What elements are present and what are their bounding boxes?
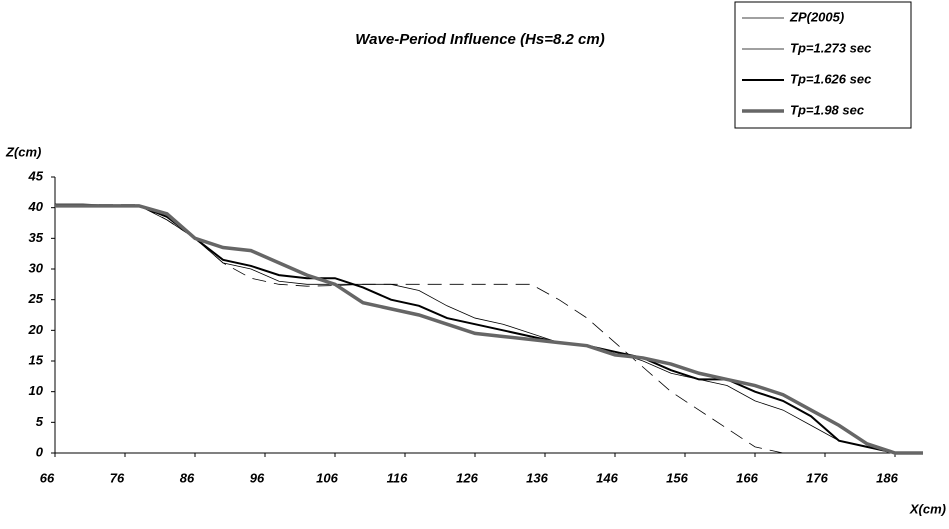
x-tick-label: 136 (526, 470, 548, 485)
y-tick-label: 5 (36, 414, 44, 429)
x-tick-label: 146 (596, 470, 618, 485)
x-tick-label: 156 (666, 470, 688, 485)
x-tick-label: 96 (250, 470, 265, 485)
legend-label: Tp=1.273 sec (790, 40, 872, 55)
x-tick-label: 106 (316, 470, 338, 485)
x-tick-label: 176 (806, 470, 828, 485)
y-tick-label: 20 (28, 322, 44, 337)
x-tick-label: 76 (110, 470, 125, 485)
series-line (55, 203, 923, 454)
y-tick-label: 40 (28, 199, 44, 214)
series-line (55, 204, 923, 455)
legend-label: Tp=1.626 sec (790, 71, 872, 86)
x-tick-label: 66 (40, 470, 55, 485)
legend-box (734, 1, 912, 129)
x-tick-label: 166 (736, 470, 758, 485)
x-axis-label: X(cm) (909, 501, 946, 516)
legend-label: ZP(2005) (789, 9, 844, 24)
series-line (54, 204, 923, 454)
y-tick-label: 30 (29, 260, 44, 275)
y-tick-label: 35 (29, 230, 44, 245)
legend-label: Tp=1.98 sec (790, 102, 865, 117)
x-tick-label: 86 (180, 470, 195, 485)
x-tick-label: 116 (387, 470, 408, 485)
y-tick-label: 45 (28, 168, 44, 183)
y-tick-label: 0 (36, 444, 44, 459)
x-tick-label: 126 (456, 470, 478, 485)
x-tick-label: 186 (876, 470, 898, 485)
y-tick-label: 25 (28, 291, 44, 306)
chart-title: Wave-Period Influence (Hs=8.2 cm) (355, 31, 604, 48)
y-tick-label: 15 (29, 352, 44, 367)
y-tick-label: 10 (29, 383, 44, 398)
y-axis-label: Z(cm) (5, 144, 41, 159)
